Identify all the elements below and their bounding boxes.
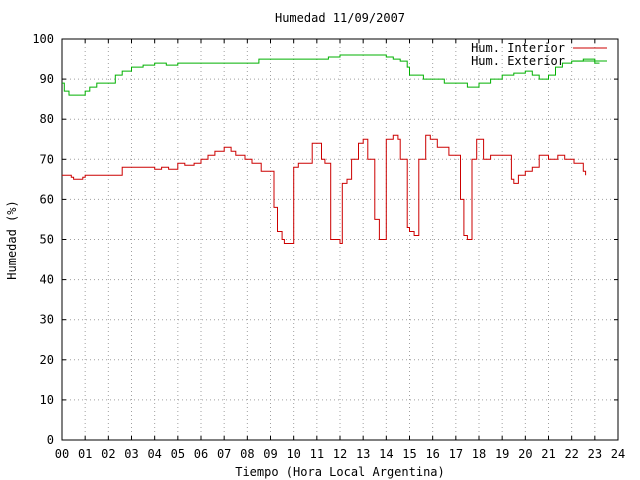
legend-label: Hum. Exterior [471,54,565,68]
x-tick-label: 00 [55,447,69,461]
x-tick-label: 04 [147,447,161,461]
x-tick-label: 06 [194,447,208,461]
y-tick-label: 20 [40,353,54,367]
x-tick-label: 05 [171,447,185,461]
x-tick-label: 09 [263,447,277,461]
x-tick-label: 15 [402,447,416,461]
y-tick-label: 0 [47,433,54,447]
y-tick-label: 100 [32,32,54,46]
x-tick-label: 01 [78,447,92,461]
x-tick-label: 07 [217,447,231,461]
x-tick-label: 21 [541,447,555,461]
series-line-exterior [62,54,600,96]
y-tick-label: 70 [40,152,54,166]
y-axis-label: Humedad (%) [5,200,19,279]
x-axis-label: Tiempo (Hora Local Argentina) [235,465,445,479]
y-tick-label: 80 [40,112,54,126]
y-tick-label: 90 [40,72,54,86]
x-tick-label: 10 [286,447,300,461]
y-tick-label: 40 [40,273,54,287]
y-tick-label: 60 [40,192,54,206]
x-tick-label: 19 [495,447,509,461]
x-tick-label: 18 [472,447,486,461]
x-tick-label: 12 [333,447,347,461]
legend-label: Hum. Interior [471,41,565,55]
axis-ticks: 00 01 02 03 04 05 06 07 08 09 10 11 12 13 14 15 16 17 18 19… [32,32,625,461]
x-tick-label: 13 [356,447,370,461]
y-tick-label: 30 [40,313,54,327]
x-tick-label: 02 [101,447,115,461]
x-tick-label: 23 [588,447,602,461]
chart-title: Humedad 11/09/2007 [275,11,405,25]
series-line-interior [62,134,587,244]
x-tick-label: 16 [425,447,439,461]
x-tick-label: 24 [611,447,625,461]
x-tick-label: 08 [240,447,254,461]
x-tick-label: 14 [379,447,393,461]
series-lines [62,54,600,244]
y-tick-label: 50 [40,233,54,247]
y-tick-label: 10 [40,393,54,407]
x-tick-label: 03 [124,447,138,461]
x-tick-label: 11 [310,447,324,461]
x-tick-label: 17 [449,447,463,461]
x-tick-label: 22 [564,447,578,461]
x-tick-label: 20 [518,447,532,461]
